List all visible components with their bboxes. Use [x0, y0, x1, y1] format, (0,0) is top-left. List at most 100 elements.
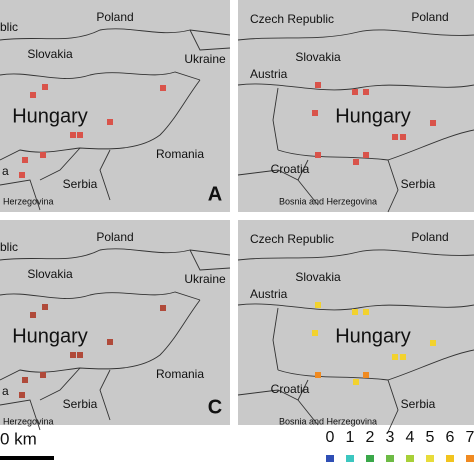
legend-label: 1	[346, 429, 355, 446]
site-marker	[352, 89, 358, 95]
country-label: Slovakia	[27, 47, 73, 61]
country-border	[0, 291, 201, 301]
site-marker	[352, 309, 358, 315]
country-label: Czech Republic	[250, 232, 334, 246]
country-label: blic	[0, 240, 18, 254]
country-label: Hungary	[335, 325, 411, 347]
legend-label: 6	[446, 429, 455, 446]
legend-swatch	[386, 455, 394, 462]
country-label: Romania	[156, 147, 204, 161]
site-marker	[42, 304, 48, 310]
legend-swatch	[426, 455, 434, 462]
country-border	[237, 169, 299, 181]
country-label: a	[2, 164, 9, 178]
country-label: Serbia	[401, 397, 436, 411]
legend-swatch	[326, 455, 334, 462]
country-label: Czech Republic	[250, 12, 334, 26]
country-border	[277, 129, 474, 161]
country-border	[237, 303, 474, 311]
country-border	[277, 349, 474, 381]
site-marker	[70, 352, 76, 358]
legend-swatch	[366, 455, 374, 462]
map-panel: blic Poland Slovakia Ukraine Hungary Romania S…	[0, 220, 231, 431]
country-border	[0, 71, 201, 81]
country-border	[0, 248, 231, 261]
site-marker	[19, 172, 25, 178]
country-label: Poland	[96, 10, 133, 24]
map-panel: Czech Republic Poland Slovakia Austria Hunga…	[237, 220, 474, 433]
site-marker	[30, 92, 36, 98]
country-border	[237, 83, 474, 91]
country-label: Poland	[96, 230, 133, 244]
country-label: Austria	[250, 67, 288, 81]
country-label: Austria	[250, 287, 288, 301]
country-label: Slovakia	[295, 50, 341, 64]
country-border	[99, 369, 111, 421]
site-marker	[315, 82, 321, 88]
country-border	[189, 249, 231, 271]
country-border	[99, 149, 111, 201]
country-border	[0, 79, 201, 161]
country-border	[272, 87, 279, 151]
country-border	[237, 29, 474, 41]
legend-label: 4	[406, 429, 415, 446]
country-border	[0, 399, 41, 431]
legend-label: 2	[366, 429, 375, 446]
site-marker	[363, 152, 369, 158]
site-marker	[312, 330, 318, 336]
site-marker	[30, 312, 36, 318]
country-label: Ukraine	[184, 272, 226, 286]
site-marker	[315, 372, 321, 378]
site-marker	[400, 354, 406, 360]
site-marker	[315, 302, 321, 308]
site-marker	[363, 372, 369, 378]
country-label: Poland	[411, 230, 448, 244]
country-border	[39, 147, 81, 181]
country-label: a	[2, 384, 9, 398]
country-label: Herzegovina	[3, 196, 54, 206]
country-label: Serbia	[63, 177, 98, 191]
panel-letter: A	[208, 183, 222, 205]
site-marker	[353, 379, 359, 385]
country-border	[0, 299, 201, 381]
country-label: Hungary	[12, 325, 88, 347]
country-label: Poland	[411, 10, 448, 24]
map-panel: blic Poland Slovakia Ukraine Hungary Romania S…	[0, 0, 231, 212]
site-marker	[77, 352, 83, 358]
country-label: Romania	[156, 367, 204, 381]
site-marker	[22, 377, 28, 383]
site-marker	[22, 157, 28, 163]
country-label: Serbia	[63, 397, 98, 411]
country-label: Ukraine	[184, 52, 226, 66]
scale-bar-label: 0 km	[0, 429, 37, 448]
country-border	[272, 307, 279, 371]
panel-letter: C	[208, 396, 222, 418]
site-marker	[160, 85, 166, 91]
site-marker	[40, 372, 46, 378]
site-marker	[70, 132, 76, 138]
country-border	[387, 159, 399, 213]
site-marker	[107, 119, 113, 125]
legend-label: 0	[326, 429, 335, 446]
country-label: Herzegovina	[3, 416, 54, 426]
site-marker	[315, 152, 321, 158]
country-border	[39, 367, 81, 401]
country-label: Bosnia and Herzegovina	[279, 196, 377, 206]
legend-label: 7	[466, 429, 474, 446]
site-marker	[40, 152, 46, 158]
site-marker	[353, 159, 359, 165]
legend-swatch	[466, 455, 474, 462]
legend-label: 3	[386, 429, 395, 446]
site-marker	[392, 354, 398, 360]
country-label: Slovakia	[295, 270, 341, 284]
site-marker	[160, 305, 166, 311]
site-marker	[19, 392, 25, 398]
country-border	[0, 179, 41, 211]
site-marker	[430, 120, 436, 126]
site-marker	[392, 134, 398, 140]
country-border	[0, 28, 231, 41]
country-label: Croatia	[271, 382, 310, 396]
country-label: Slovakia	[27, 267, 73, 281]
map-background	[238, 0, 474, 212]
